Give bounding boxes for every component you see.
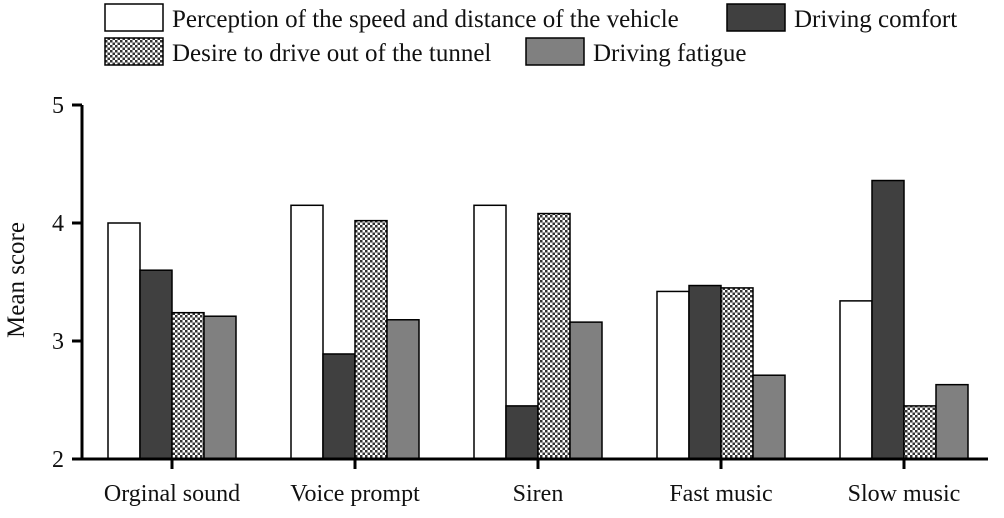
- legend-swatch-desire-to-drive-out: [104, 37, 164, 66]
- legend-swatch-perception: [104, 3, 164, 32]
- bar-orginal-sound-driving-comfort: [139, 269, 173, 460]
- legend-label-driving-fatigue: Driving fatigue: [593, 40, 746, 67]
- bar-slow-music-desire-to-drive-out-of-the-tunnel: [903, 405, 937, 460]
- legend-label-driving-comfort: Driving comfort: [794, 6, 957, 33]
- bar-slow-music-driving-comfort: [871, 179, 905, 460]
- bar-slow-music-driving-fatigue: [935, 383, 969, 460]
- x-tick-label-fast-music: Fast music: [669, 481, 772, 507]
- bar-voice-prompt-desire-to-drive-out-of-the-tunnel: [354, 219, 388, 460]
- bar-fast-music-driving-comfort: [688, 284, 722, 460]
- bar-siren-perception-of-the-speed-and-distance-of-the-vehicle: [473, 204, 507, 460]
- legend-swatch-driving-comfort: [726, 3, 786, 32]
- bar-orginal-sound-driving-fatigue: [203, 315, 237, 460]
- bar-fast-music-desire-to-drive-out-of-the-tunnel: [720, 287, 754, 460]
- bar-fast-music-driving-fatigue: [752, 374, 786, 460]
- bar-siren-desire-to-drive-out-of-the-tunnel: [537, 212, 571, 460]
- bar-voice-prompt-driving-comfort: [322, 353, 356, 460]
- x-tick-label-siren: Siren: [513, 481, 564, 507]
- y-tick-label-5: 5: [52, 93, 64, 119]
- bar-voice-prompt-perception-of-the-speed-and-distance-of-the-vehicle: [290, 204, 324, 460]
- bars-layer: [107, 179, 969, 460]
- y-tick-label-2: 2: [52, 447, 64, 473]
- bar-siren-driving-fatigue: [569, 321, 603, 460]
- bar-voice-prompt-driving-fatigue: [386, 319, 420, 460]
- axes-layer: Orginal sound Voice prompt Siren Fast music…: [52, 93, 988, 507]
- x-tick-label-slow-music: Slow music: [848, 481, 961, 507]
- bar-slow-music-perception-of-the-speed-and-distance-of-the-vehicle: [839, 300, 873, 460]
- y-axis-label: Mean score: [3, 222, 30, 338]
- bar-orginal-sound-perception-of-the-speed-and-distance-of-the-vehicle: [107, 222, 141, 460]
- y-tick-label-3: 3: [52, 329, 64, 355]
- x-tick-label-orginal-sound: Orginal sound: [104, 481, 240, 507]
- bar-siren-driving-comfort: [505, 405, 539, 460]
- y-tick-label-4: 4: [52, 211, 64, 237]
- bar-fast-music-perception-of-the-speed-and-distance-of-the-vehicle: [656, 290, 690, 460]
- x-tick-label-voice-prompt: Voice prompt: [290, 481, 420, 507]
- legend-swatch-driving-fatigue: [525, 37, 585, 66]
- bar-orginal-sound-desire-to-drive-out-of-the-tunnel: [171, 311, 205, 460]
- legend: Perception of the speed and distance of …: [104, 3, 957, 67]
- legend-label-desire-to-drive-out: Desire to drive out of the tunnel: [172, 40, 491, 67]
- legend-label-perception: Perception of the speed and distance of …: [172, 6, 679, 33]
